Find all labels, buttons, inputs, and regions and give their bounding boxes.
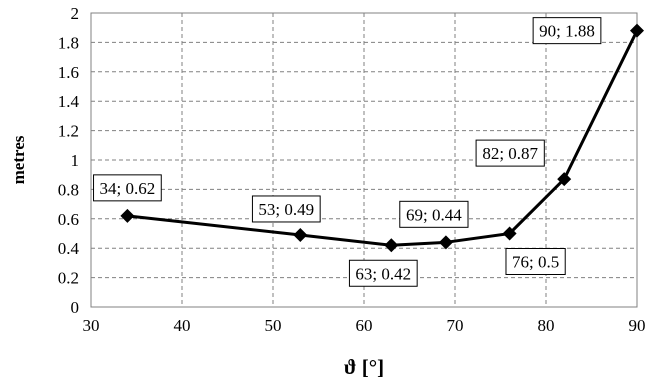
- data-point-marker: [557, 172, 572, 187]
- x-axis-tick-labels: 30 40 50 60 70 80 90: [83, 316, 646, 335]
- y-tick-label: 1.6: [58, 63, 79, 82]
- series-layer: [120, 23, 644, 253]
- data-label-box: [93, 174, 162, 202]
- x-tick-label: 50: [265, 316, 282, 335]
- data-label-text: 90; 1.88: [539, 22, 595, 41]
- data-label: 34; 0.62: [93, 174, 162, 202]
- data-point-marker: [630, 23, 644, 38]
- data-point-marker: [502, 226, 517, 241]
- data-label-text: 82; 0.87: [482, 144, 538, 163]
- data-label: 82; 0.87: [475, 139, 545, 167]
- y-tick-label: 1.2: [58, 122, 79, 141]
- data-label-text: 63; 0.42: [355, 264, 411, 283]
- y-tick-label: 0.4: [58, 239, 80, 258]
- data-point-marker: [384, 238, 399, 253]
- y-tick-label: 1: [71, 151, 80, 170]
- x-tick-label: 30: [83, 316, 100, 335]
- y-axis-title: metres: [9, 135, 28, 184]
- data-label: 76; 0.5: [505, 248, 566, 275]
- x-tick-label: 70: [447, 316, 464, 335]
- data-label-box: [532, 17, 602, 45]
- data-label: 90; 1.88: [532, 17, 602, 45]
- x-tick-label: 40: [174, 316, 191, 335]
- data-point-marker: [120, 208, 135, 223]
- y-tick-label: 0: [71, 298, 80, 317]
- data-label: 69; 0.44: [399, 200, 469, 228]
- x-tick-label: 60: [356, 316, 373, 335]
- data-label-text: 53; 0.49: [258, 200, 314, 219]
- x-axis-title: ϑ [°]: [344, 355, 384, 379]
- data-label-box: [399, 200, 469, 228]
- data-label-text: 76; 0.5: [512, 253, 559, 272]
- x-tick-label: 90: [629, 316, 646, 335]
- x-tick-label: 80: [538, 316, 555, 335]
- series-line: [127, 29, 639, 247]
- y-axis-tick-labels: 0 0.2 0.4 0.6 0.8 1 1.2 1.4 1.6 1.8 2: [58, 4, 80, 317]
- data-label-text: 34; 0.62: [100, 179, 156, 198]
- data-label-text: 69; 0.44: [406, 205, 462, 224]
- data-point-marker: [438, 235, 453, 250]
- y-tick-label: 2: [71, 4, 80, 23]
- data-label-box: [475, 139, 545, 167]
- data-label: 63; 0.42: [348, 259, 418, 287]
- data-label-box: [348, 259, 418, 287]
- y-tick-label: 1.4: [58, 92, 80, 111]
- y-tick-label: 0.2: [58, 269, 79, 288]
- y-tick-label: 1.8: [58, 33, 79, 52]
- y-tick-label: 0.6: [58, 210, 79, 229]
- data-point-marker: [293, 227, 308, 242]
- y-tick-label: 0.8: [58, 180, 79, 199]
- data-label: 53; 0.49: [251, 195, 321, 223]
- data-label-box: [505, 248, 566, 275]
- data-labels: 34; 0.62 53; 0.49 63; 0.42 69; 0.44 76; 0.5 8…: [93, 17, 602, 287]
- data-label-box: [251, 195, 321, 223]
- plot-area-frame: [90, 12, 638, 308]
